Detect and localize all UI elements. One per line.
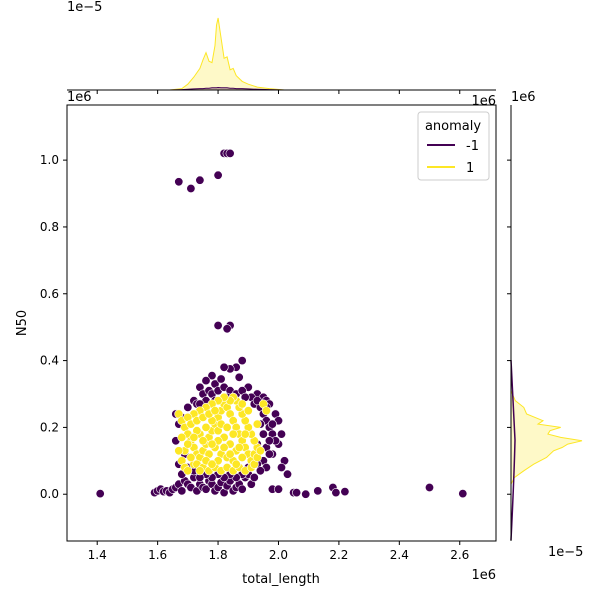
x-axis-label: total_length bbox=[242, 572, 320, 587]
scatter-point-anomaly-1 bbox=[252, 419, 262, 429]
right-marginal-kde: 1e6 1e−5 bbox=[507, 90, 583, 560]
scatter-point-anomaly-neg1 bbox=[264, 449, 274, 459]
scatter-point-anomaly-neg1 bbox=[222, 324, 232, 334]
scatter-axes: 1.4 1.6 1.8 2.0 2.2 2.4 2.6 0.0 0.2 0.4 0.6 0.8 1.0… bbox=[15, 90, 497, 587]
top-kde-anomaly-neg1 bbox=[169, 86, 285, 91]
x-tick-label: 1.4 bbox=[88, 548, 107, 562]
scatter-point-anomaly-neg1 bbox=[186, 184, 196, 194]
x-tick-label: 2.6 bbox=[450, 548, 469, 562]
scatter-point-anomaly-neg1 bbox=[174, 177, 184, 187]
scatter-point-anomaly-neg1 bbox=[225, 148, 235, 158]
scatter-point-anomaly-1 bbox=[177, 432, 187, 442]
right-marginal-density-scale-label: 1e−5 bbox=[548, 545, 583, 560]
y-axis-label: N50 bbox=[15, 310, 30, 336]
top-marginal-scale-label: 1e−5 bbox=[67, 0, 102, 15]
scatter-point-anomaly-neg1 bbox=[331, 488, 341, 498]
scatter-point-anomaly-1 bbox=[207, 439, 217, 449]
legend-label-1: 1 bbox=[466, 161, 474, 176]
x-tick-label: 2.0 bbox=[269, 548, 288, 562]
plot-frame bbox=[66, 104, 497, 542]
scatter-point-anomaly-neg1 bbox=[258, 429, 268, 439]
y-tick-label: 1.0 bbox=[40, 153, 59, 167]
scatter-point-anomaly-1 bbox=[183, 466, 193, 476]
scatter-point-anomaly-neg1 bbox=[237, 484, 247, 494]
right-marginal-scale-label: 1e6 bbox=[511, 90, 536, 105]
right-kde-anomaly-1 bbox=[510, 390, 583, 485]
y-tick-label: 0.8 bbox=[40, 220, 59, 234]
y-axis-scale-label: 1e6 bbox=[67, 90, 92, 105]
scatter-point-anomaly-neg1 bbox=[276, 429, 286, 439]
scatter-point-anomaly-1 bbox=[243, 406, 253, 416]
x-axis-scale-label-top: 1e6 bbox=[471, 94, 496, 109]
x-tick-label: 2.4 bbox=[390, 548, 409, 562]
scatter-point-anomaly-1 bbox=[210, 406, 220, 416]
scatter-point-anomaly-neg1 bbox=[313, 486, 323, 496]
scatter-point-anomaly-neg1 bbox=[95, 489, 105, 499]
scatter-point-anomaly-1 bbox=[261, 406, 271, 416]
scatter-point-anomaly-1 bbox=[198, 436, 208, 446]
scatter-point-anomaly-neg1 bbox=[219, 362, 229, 372]
scatter-point-anomaly-neg1 bbox=[237, 356, 247, 366]
scatter-point-anomaly-neg1 bbox=[201, 376, 211, 386]
scatter-point-anomaly-1 bbox=[234, 442, 244, 452]
y-tick-label: 0.4 bbox=[40, 354, 59, 368]
y-axis-ticks: 0.0 0.2 0.4 0.6 0.8 1.0 bbox=[40, 153, 67, 501]
scatter-point-anomaly-neg1 bbox=[424, 482, 434, 492]
scatter-point-anomaly-1 bbox=[195, 466, 205, 476]
scatter-point-anomaly-1 bbox=[189, 432, 199, 442]
scatter-point-anomaly-neg1 bbox=[267, 419, 277, 429]
scatter-point-anomaly-neg1 bbox=[207, 371, 217, 381]
scatter-point-anomaly-1 bbox=[201, 422, 211, 432]
scatter-point-anomaly-neg1 bbox=[264, 436, 274, 446]
scatter-point-anomaly-1 bbox=[174, 446, 184, 456]
scatter-point-anomaly-1 bbox=[231, 459, 241, 469]
x-tick-label: 1.6 bbox=[148, 548, 167, 562]
y-tick-label: 0.6 bbox=[40, 287, 59, 301]
top-marginal-kde: 1e−5 bbox=[67, 0, 496, 94]
scatter-point-anomaly-1 bbox=[207, 459, 217, 469]
scatter-point-anomaly-neg1 bbox=[195, 175, 205, 185]
top-kde-anomaly-1 bbox=[169, 17, 285, 91]
legend-title: anomaly bbox=[425, 119, 481, 134]
scatter-point-anomaly-1 bbox=[225, 449, 235, 459]
scatter-point-anomaly-1 bbox=[237, 399, 247, 409]
scatter-point-anomaly-neg1 bbox=[276, 462, 286, 472]
scatter-points bbox=[95, 148, 468, 499]
scatter-point-anomaly-1 bbox=[186, 452, 196, 462]
right-kde-anomaly-neg1 bbox=[510, 359, 516, 541]
scatter-point-anomaly-neg1 bbox=[249, 472, 259, 482]
scatter-point-anomaly-neg1 bbox=[213, 320, 223, 330]
y-tick-label: 0.2 bbox=[40, 420, 59, 434]
scatter-point-anomaly-neg1 bbox=[201, 484, 211, 494]
scatter-point-anomaly-1 bbox=[222, 422, 232, 432]
scatter-point-anomaly-1 bbox=[255, 446, 265, 456]
x-tick-label: 2.2 bbox=[329, 548, 348, 562]
scatter-point-anomaly-neg1 bbox=[282, 469, 292, 479]
scatter-point-anomaly-neg1 bbox=[177, 486, 187, 496]
scatter-point-anomaly-1 bbox=[237, 452, 247, 462]
scatter-point-anomaly-neg1 bbox=[216, 374, 226, 384]
scatter-point-anomaly-1 bbox=[183, 439, 193, 449]
scatter-point-anomaly-neg1 bbox=[292, 488, 302, 498]
x-axis-scale-label: 1e6 bbox=[471, 568, 496, 583]
scatter-point-anomaly-1 bbox=[219, 442, 229, 452]
scatter-point-anomaly-neg1 bbox=[183, 402, 193, 412]
scatter-point-anomaly-1 bbox=[228, 429, 238, 439]
x-tick-label: 1.8 bbox=[209, 548, 228, 562]
scatter-point-anomaly-neg1 bbox=[255, 466, 265, 476]
scatter-point-anomaly-neg1 bbox=[234, 372, 244, 382]
legend: anomaly -1 1 bbox=[417, 111, 490, 181]
scatter-point-anomaly-neg1 bbox=[273, 484, 283, 494]
scatter-point-anomaly-neg1 bbox=[301, 489, 311, 499]
legend-label-neg1: -1 bbox=[466, 139, 479, 154]
y-tick-label: 0.0 bbox=[40, 487, 59, 501]
scatter-point-anomaly-1 bbox=[240, 429, 250, 439]
x-axis-ticks: 1.4 1.6 1.8 2.0 2.2 2.4 2.6 bbox=[88, 541, 469, 562]
scatter-point-anomaly-neg1 bbox=[340, 487, 350, 497]
scatter-point-anomaly-neg1 bbox=[458, 489, 468, 499]
scatter-point-anomaly-neg1 bbox=[213, 170, 223, 180]
